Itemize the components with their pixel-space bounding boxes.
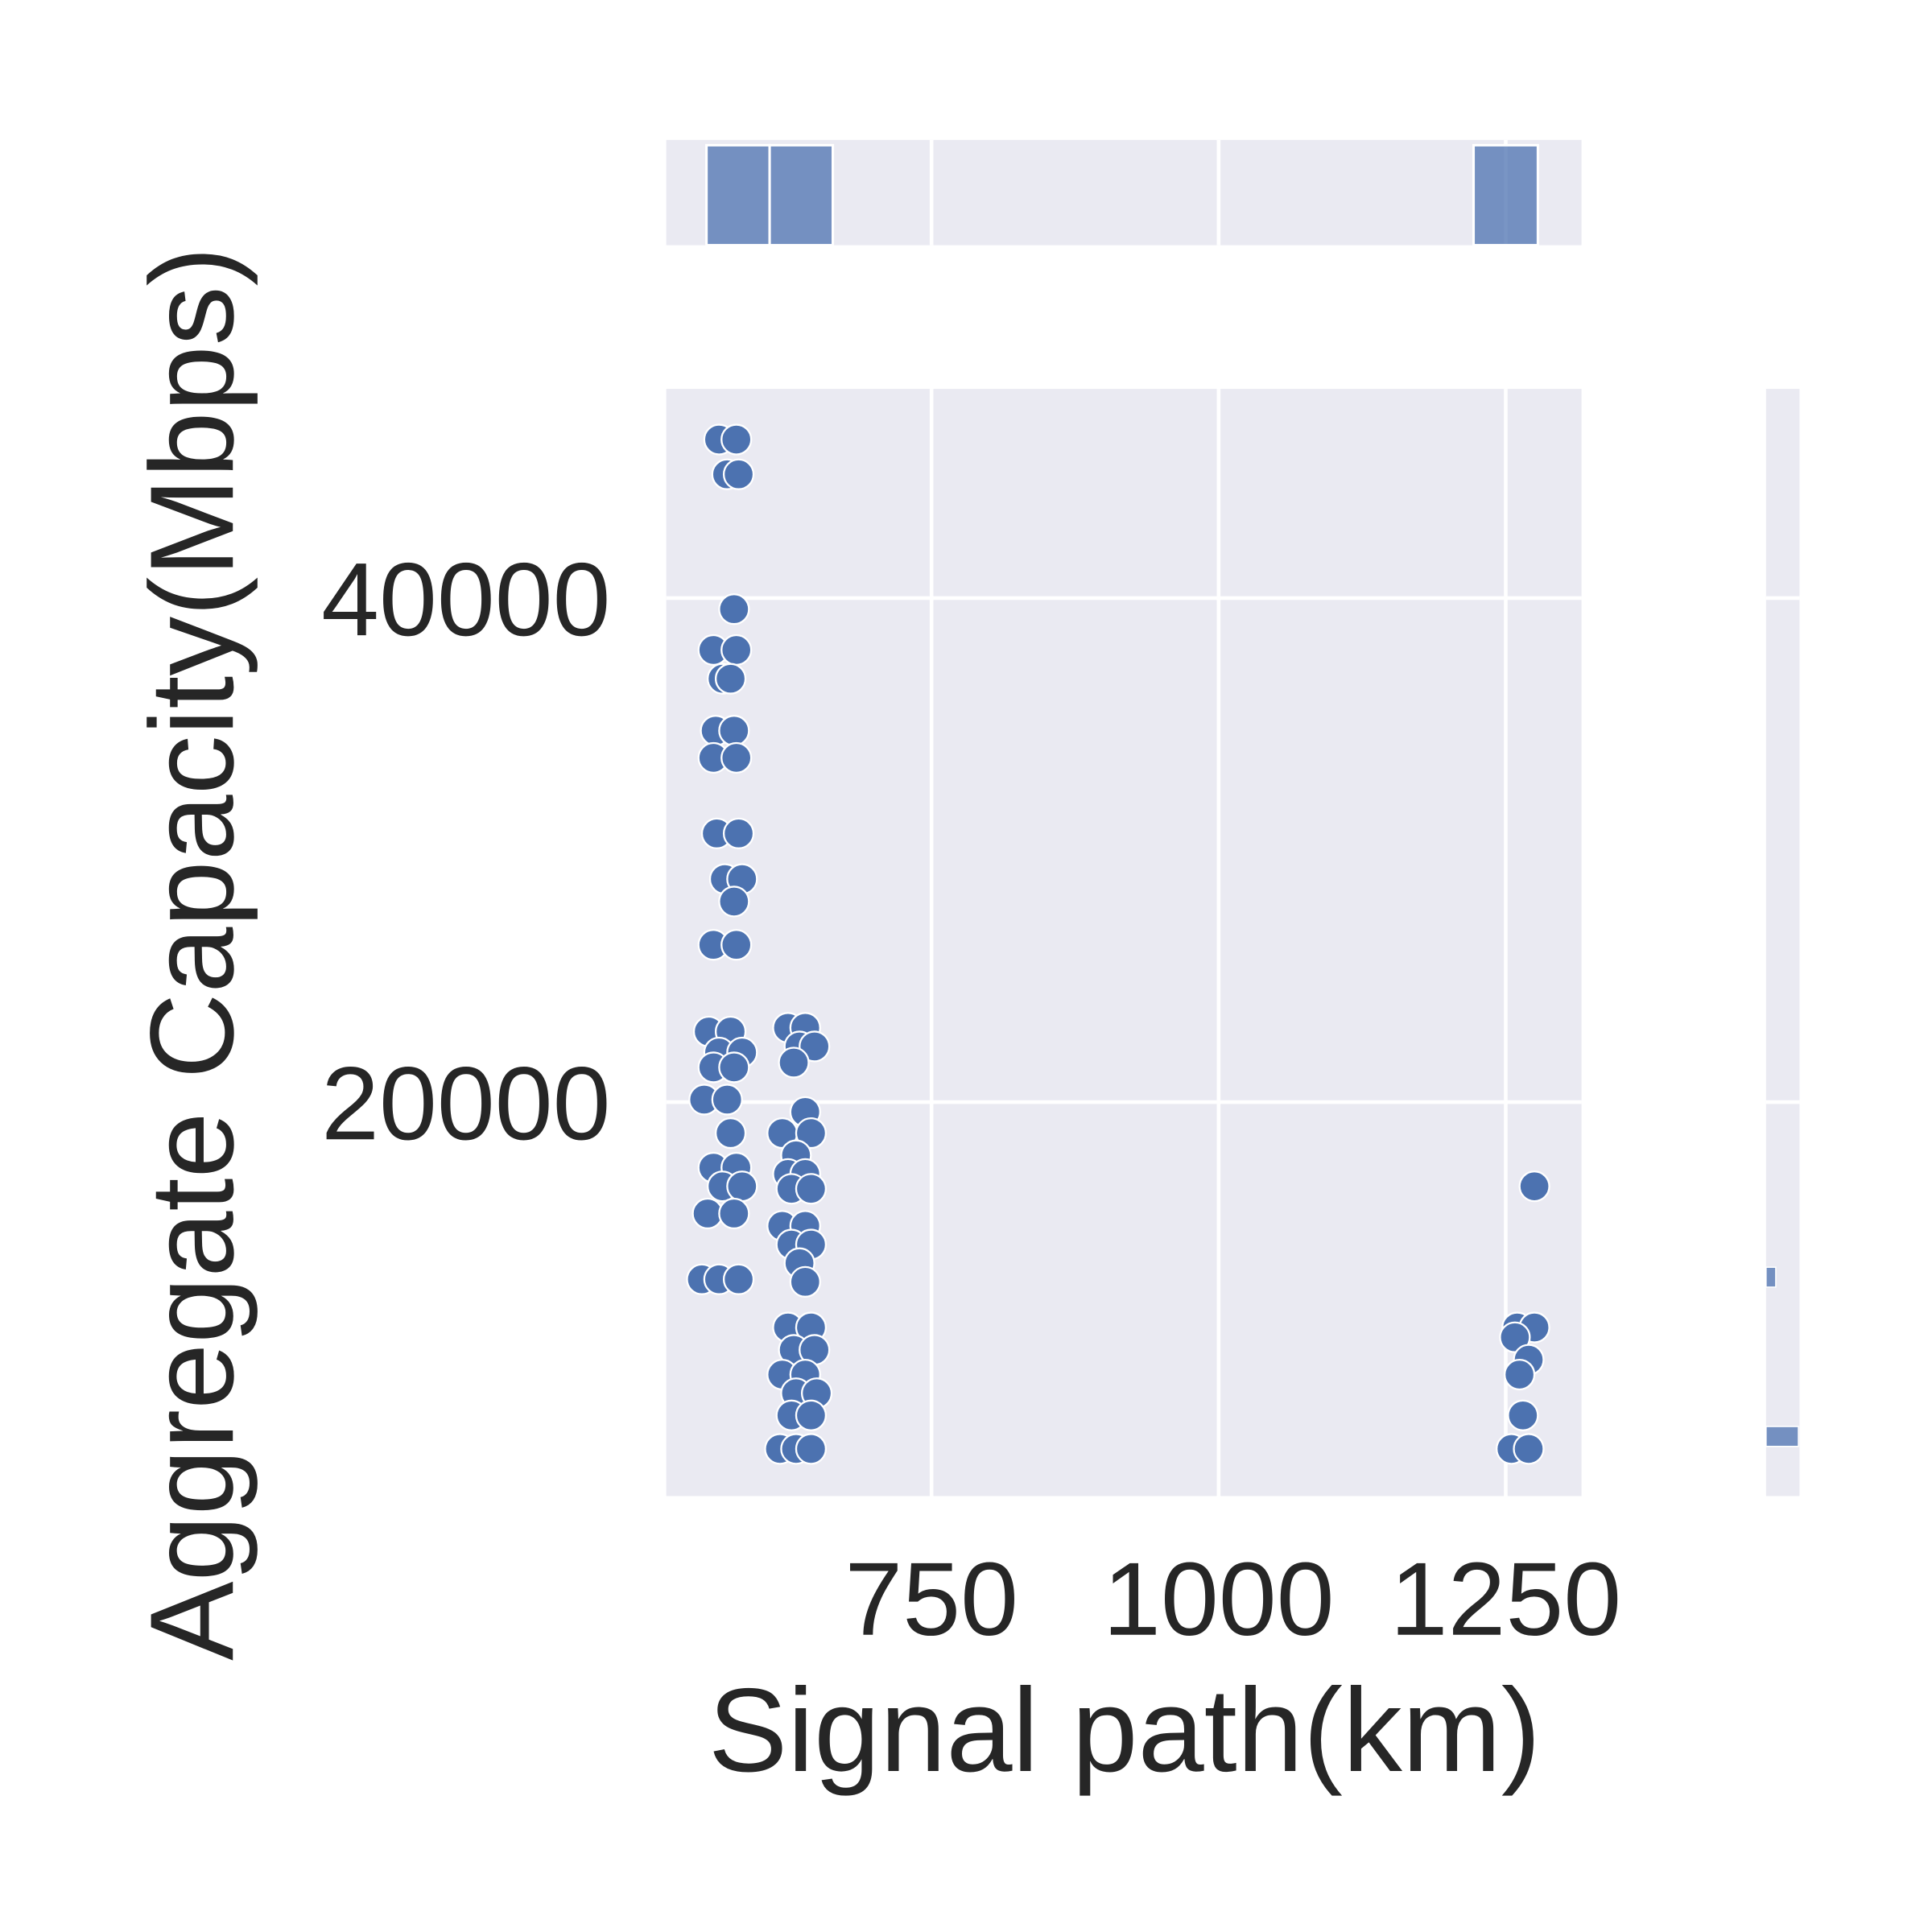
scatter-point bbox=[778, 1046, 810, 1079]
y-axis-label: Aggregate Capacity(Mbps) bbox=[126, 246, 258, 1661]
plot-area bbox=[1765, 389, 1800, 1496]
scatter-point bbox=[720, 741, 753, 774]
scatter-point bbox=[1513, 1433, 1545, 1465]
scatter-point bbox=[795, 1399, 828, 1431]
scatter-point bbox=[1518, 1170, 1550, 1203]
scatter-point bbox=[795, 1433, 828, 1465]
scatter-point bbox=[718, 886, 750, 918]
scatter-point bbox=[799, 1030, 831, 1063]
histogram-bar bbox=[768, 143, 835, 247]
x-tick-label: 1000 bbox=[1103, 1542, 1334, 1657]
scatter-point bbox=[718, 715, 750, 747]
x-tick-label: 1250 bbox=[1390, 1542, 1621, 1657]
x-axis-label: Signal path(km) bbox=[708, 1664, 1541, 1797]
histogram-bar bbox=[1765, 1266, 1777, 1288]
x-tick-label: 750 bbox=[844, 1542, 1018, 1657]
plot-area bbox=[666, 389, 1582, 1496]
scatter-point bbox=[720, 929, 753, 961]
scatter-point bbox=[691, 1197, 724, 1230]
scatter-point bbox=[714, 663, 747, 695]
scatter-point bbox=[711, 1084, 743, 1116]
y-tick-label: 40000 bbox=[321, 542, 610, 658]
scatter-point bbox=[795, 1117, 828, 1150]
histogram-bar bbox=[1472, 143, 1539, 247]
scatter-point bbox=[789, 1265, 821, 1298]
scatter-point bbox=[1503, 1358, 1536, 1391]
scatter-point bbox=[722, 817, 755, 849]
histogram-bar bbox=[1765, 1426, 1799, 1447]
scatter-point bbox=[722, 458, 755, 490]
scatter-point bbox=[714, 1117, 747, 1150]
scatter-point bbox=[726, 1170, 758, 1203]
scatter-point bbox=[720, 423, 753, 456]
scatter-point bbox=[722, 1263, 755, 1295]
scatter-point bbox=[720, 634, 753, 667]
scatter-point bbox=[1507, 1399, 1539, 1431]
y-tick-label: 20000 bbox=[321, 1046, 610, 1162]
scatter-point bbox=[718, 1197, 750, 1230]
scatter-point bbox=[795, 1173, 828, 1205]
histogram-bar bbox=[705, 143, 771, 247]
scatter-point bbox=[718, 1051, 750, 1084]
scatter-point bbox=[718, 593, 750, 625]
